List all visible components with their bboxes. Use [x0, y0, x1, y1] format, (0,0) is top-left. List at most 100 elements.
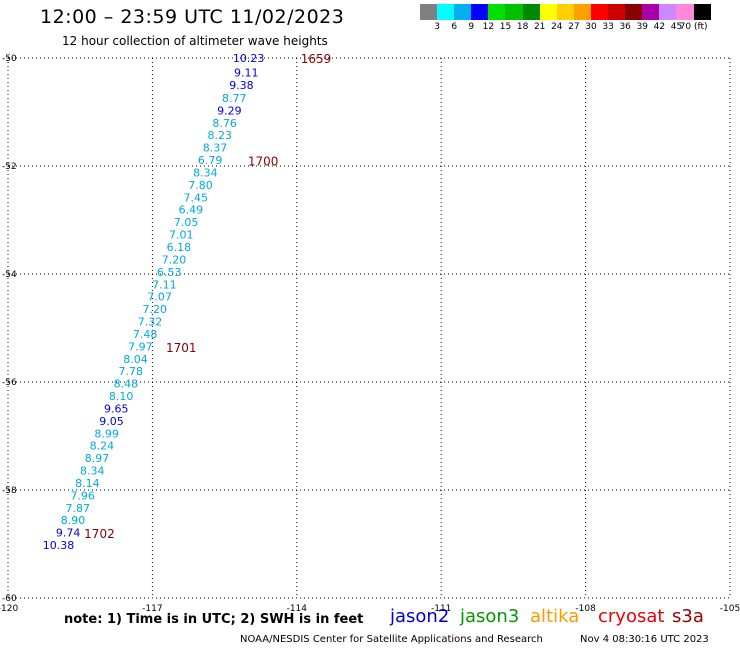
- swh-point-label: 7.78: [118, 365, 143, 378]
- swh-point-label: 7.05: [174, 216, 199, 229]
- legend-label: 39: [636, 22, 649, 32]
- legend-label: 21: [533, 22, 546, 32]
- legend-label: 70 (ft): [679, 22, 708, 32]
- swh-point-label: 8.76: [212, 117, 237, 130]
- page-subtitle: 12 hour collection of altimeter wave hei…: [62, 34, 328, 48]
- swh-point-label: 10.23: [233, 52, 265, 65]
- legend-label: 36: [619, 22, 631, 32]
- x-tick-label: -111: [431, 604, 451, 614]
- swh-point-label: 7.32: [138, 316, 163, 329]
- swh-point-label: 9.29: [217, 104, 242, 117]
- legend-label: 9: [468, 22, 475, 32]
- swh-point-label: 8.24: [90, 440, 115, 453]
- y-tick-label: -56: [2, 378, 17, 388]
- swh-point-label: 8.10: [109, 390, 134, 403]
- legend-label: 3: [434, 22, 440, 32]
- swh-point-label: 9.74: [56, 527, 81, 540]
- legend-swatch: [590, 4, 609, 20]
- legend-swatch: [420, 4, 438, 20]
- swh-point-label: 7.96: [70, 489, 95, 502]
- swh-point-label: 8.48: [114, 378, 139, 391]
- axis-ticks: -120 -117 -114 -111 -108 -105 -50 -52 -54 -56 -58 -…: [0, 54, 740, 614]
- swh-point-label: 6.49: [179, 204, 204, 217]
- legend-swatch: [488, 4, 506, 20]
- generation-timestamp: Nov 4 08:30:16 UTC 2023: [580, 634, 709, 645]
- swh-point-label: 8.37: [203, 142, 228, 155]
- swh-point-label: 7.80: [188, 179, 213, 192]
- y-tick-label: -50: [2, 54, 17, 64]
- y-tick-label: -54: [2, 270, 17, 280]
- legend-label: 45: [670, 22, 683, 32]
- legend-label: 30: [585, 22, 597, 32]
- x-tick-label: -105: [720, 604, 740, 614]
- sat-label-jason3: jason3: [460, 606, 520, 627]
- legend-swatch: [471, 4, 489, 20]
- time-label: 1659: [301, 52, 332, 66]
- legend-swatch: [659, 4, 677, 20]
- swh-point-label: 8.34: [80, 465, 105, 478]
- time-label: 1700: [248, 155, 279, 169]
- color-scale-legend: [420, 4, 728, 20]
- legend-swatch: [573, 4, 591, 20]
- legend-label: 18: [516, 22, 529, 32]
- y-tick-label: -52: [2, 162, 17, 172]
- legend-swatch: [642, 4, 660, 20]
- swh-point-label: 7.97: [128, 340, 153, 353]
- swh-point-label: 9.38: [229, 79, 254, 92]
- swh-point-label: 8.04: [123, 353, 148, 366]
- page-title: 12:00 – 23:59 UTC 11/02/2023: [40, 6, 345, 28]
- x-tick-label: -120: [0, 604, 18, 614]
- swh-point-label: 7.07: [147, 291, 172, 304]
- swh-point-label: 6.79: [198, 154, 223, 167]
- swh-point-label: 8.23: [208, 129, 233, 142]
- legend-swatch: [676, 4, 694, 20]
- sat-label-jason2: jason2: [390, 606, 450, 627]
- legend-label: 6: [451, 22, 458, 32]
- swh-point-label: 9.65: [104, 402, 129, 415]
- sat-label-s3a: s3a: [672, 606, 704, 627]
- legend-label: 42: [653, 22, 666, 32]
- y-tick-label: -60: [2, 594, 17, 604]
- credit-line: NOAA/NESDIS Center for Satellite Applica…: [240, 634, 543, 645]
- map-grid: [7, 57, 731, 599]
- x-tick-label: -114: [287, 604, 308, 614]
- swh-point-label: 7.20: [143, 303, 168, 316]
- legend-label: 33: [602, 22, 614, 32]
- swh-point-label: 6.18: [167, 241, 192, 254]
- legend-swatch: [625, 4, 643, 20]
- swh-point-label: 8.90: [61, 514, 86, 527]
- y-tick-label: -58: [2, 486, 17, 496]
- swh-point-label: 10.38: [43, 539, 75, 552]
- color-scale-labels: 3 6 9 12 15 18 21 24 27 30 33 36 39 42 45 70 (ft): [420, 22, 738, 34]
- x-tick-label: -108: [575, 604, 596, 614]
- swh-point-label: 8.14: [75, 477, 100, 490]
- swh-point-label: 9.11: [234, 67, 259, 80]
- swh-point-label: 7.48: [133, 328, 158, 341]
- time-labels: 1659 1700 1701 1702: [84, 52, 331, 541]
- legend-label: 27: [568, 22, 580, 32]
- swh-point-label: 6.53: [157, 266, 182, 279]
- time-label: 1701: [166, 341, 197, 355]
- swh-point-label: 7.45: [183, 191, 208, 204]
- swh-point-label: 7.20: [162, 253, 187, 266]
- time-label: 1702: [84, 527, 115, 541]
- legend-swatch: [522, 4, 540, 20]
- legend-swatch: [539, 4, 557, 20]
- legend-swatch: [454, 4, 472, 20]
- legend-swatch: [556, 4, 574, 20]
- legend-swatch: [505, 4, 523, 20]
- x-tick-label: -117: [142, 604, 162, 614]
- wave-height-track: 10.23 9.119.388.779.298.768.238.376.79 8.3…: [43, 52, 265, 552]
- swh-point-label: 7.01: [169, 229, 194, 242]
- legend-swatch: [693, 4, 711, 20]
- legend-label: 15: [499, 22, 512, 32]
- swh-point-label: 8.77: [222, 92, 247, 105]
- swh-point-label: 8.99: [94, 427, 119, 440]
- legend-swatch: [437, 4, 455, 20]
- legend-label: 12: [482, 22, 495, 32]
- footer-note: note: 1) Time is in UTC; 2) SWH is in fe…: [64, 612, 364, 627]
- swh-point-label: 7.87: [66, 502, 91, 515]
- swh-point-label: 7.11: [152, 278, 177, 291]
- legend-label: 24: [551, 22, 563, 32]
